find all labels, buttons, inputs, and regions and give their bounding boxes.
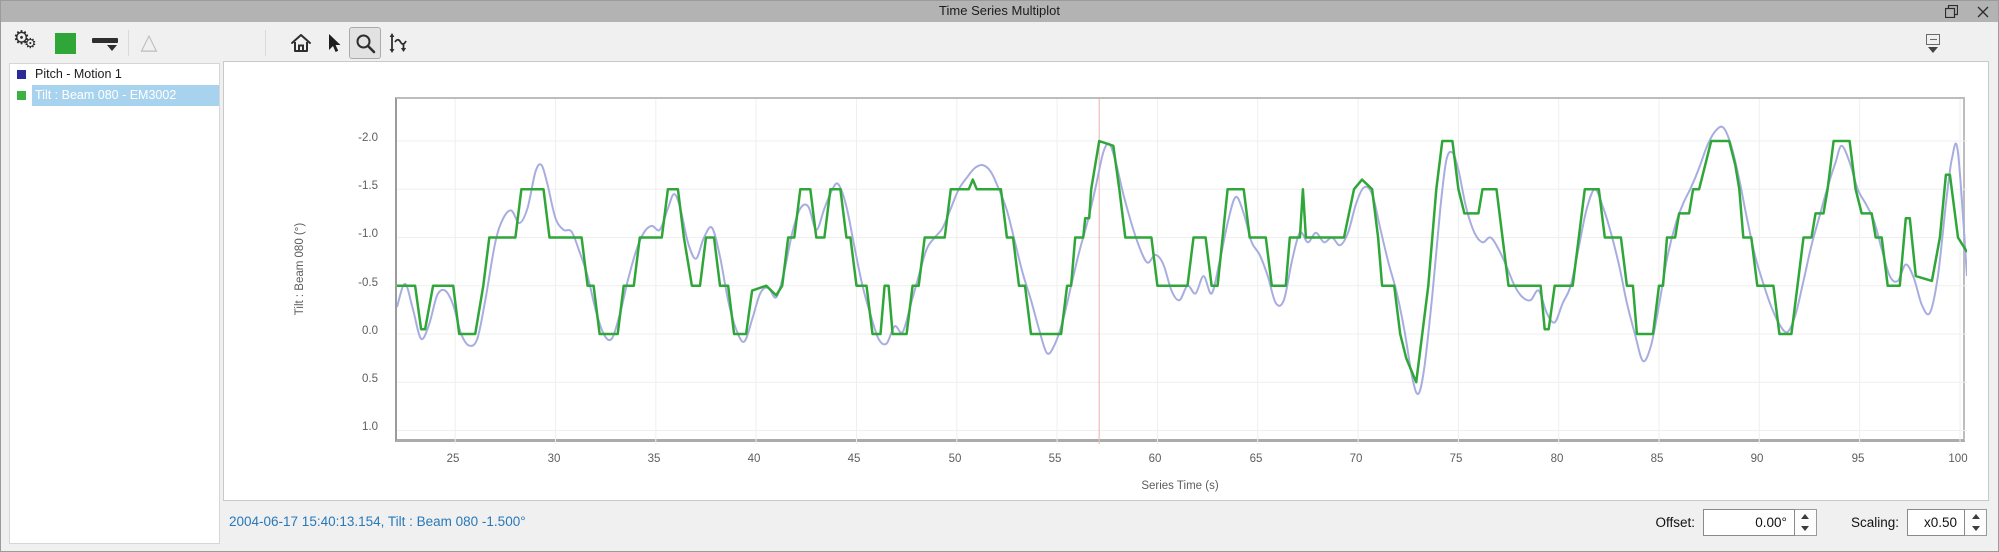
line-style-icon — [92, 33, 118, 53]
legend-item-label: Tilt : Beam 080 - EM3002 — [32, 85, 219, 106]
offset-spinner — [1794, 509, 1817, 536]
x-tick-label: 75 — [1449, 453, 1463, 465]
toolbar: ⚙ ⚙ △ — [1, 22, 1998, 62]
close-window-button[interactable] — [1974, 3, 1992, 21]
color-swatch-icon — [54, 32, 76, 54]
float-window-icon — [1944, 5, 1958, 18]
y-axis-tick-labels: -2.0 -1.5 -1.0 -0.5 0.0 0.5 1.0 — [224, 62, 384, 502]
x-tick-label: 55 — [1048, 453, 1062, 465]
x-tick-label: 30 — [547, 453, 561, 465]
x-axis-title: Series Time (s) — [1141, 480, 1219, 492]
y-tick-label: -0.5 — [358, 277, 378, 289]
y-tick-label: -2.0 — [358, 132, 378, 144]
zoom-tool-button[interactable] — [349, 27, 381, 59]
offset-spin-up-button[interactable] — [1795, 510, 1816, 523]
legend-item-tilt-beam-080[interactable]: Tilt : Beam 080 - EM3002 — [10, 85, 219, 106]
cursor-arrow-icon — [329, 34, 341, 52]
arrow-up-icon — [1971, 513, 1980, 519]
autoscale-vertical-button[interactable] — [383, 27, 415, 59]
y-tick-label: 0.5 — [362, 373, 378, 385]
legend-item-pitch[interactable]: Pitch - Motion 1 — [10, 64, 219, 85]
x-tick-label: 95 — [1851, 453, 1865, 465]
home-view-button[interactable] — [285, 27, 317, 59]
scaling-spinner — [1965, 509, 1987, 536]
x-tick-label: 80 — [1550, 453, 1564, 465]
x-tick-label: 85 — [1650, 453, 1664, 465]
panel-menu-button[interactable] — [1920, 34, 1946, 60]
series-legend-list: Pitch - Motion 1 Tilt : Beam 080 - EM300… — [9, 63, 220, 544]
chevron-down-icon — [1928, 47, 1938, 53]
line-style-button[interactable] — [89, 27, 121, 59]
footer-controls: Offset: Scaling: — [1655, 509, 1987, 536]
panel-menu-icon — [1926, 34, 1940, 45]
arrow-down-icon — [1971, 526, 1980, 532]
offset-input[interactable] — [1702, 509, 1795, 536]
arrow-down-icon — [1801, 526, 1810, 532]
home-icon — [291, 34, 311, 52]
scaling-label: Scaling: — [1850, 515, 1899, 530]
x-tick-label: 60 — [1148, 453, 1162, 465]
triangle-marker-icon: △ — [140, 30, 158, 55]
offset-spin-down-button[interactable] — [1795, 523, 1816, 536]
status-bar: 2004-06-17 15:40:13.154, Tilt : Beam 080… — [223, 504, 1989, 546]
marker-style-button[interactable]: △ — [133, 27, 165, 59]
scaling-spin-down-button[interactable] — [1965, 523, 1986, 536]
legend-item-label: Pitch - Motion 1 — [35, 67, 122, 81]
gears-icon: ⚙ ⚙ — [13, 27, 37, 52]
x-tick-label: 90 — [1750, 453, 1764, 465]
cursor-readout: 2004-06-17 15:40:13.154, Tilt : Beam 080… — [229, 514, 526, 529]
x-tick-label: 70 — [1349, 453, 1363, 465]
scaling-spin-up-button[interactable] — [1965, 510, 1986, 523]
settings-button[interactable]: ⚙ ⚙ — [11, 27, 43, 59]
y-tick-label: -1.0 — [358, 228, 378, 240]
x-tick-label: 45 — [847, 453, 861, 465]
y-tick-label: -1.5 — [358, 180, 378, 192]
x-tick-label: 40 — [747, 453, 761, 465]
x-axis-tick-labels: 25 30 35 40 45 50 55 60 65 70 75 80 85 90 95 100 — [395, 453, 1968, 469]
y-tick-label: 1.0 — [362, 421, 378, 433]
series-color-button[interactable] — [49, 27, 81, 59]
arrow-up-icon — [1801, 513, 1810, 519]
chart-panel: Tilt : Beam 080 (°) -2.0 -1.5 -1.0 -0.5 0.0 0… — [223, 61, 1989, 501]
tilt-series-swatch — [17, 91, 26, 100]
magnifier-icon — [356, 34, 375, 53]
float-window-button[interactable] — [1942, 3, 1960, 21]
close-icon — [1977, 6, 1989, 17]
plot-area[interactable] — [395, 97, 1967, 444]
toolbar-separator — [265, 30, 266, 56]
pitch-series-swatch — [17, 70, 26, 79]
toolbar-separator — [128, 30, 129, 56]
autoscale-icon — [389, 33, 407, 53]
x-tick-label: 35 — [647, 453, 661, 465]
offset-label: Offset: — [1655, 515, 1695, 530]
x-tick-label: 50 — [948, 453, 962, 465]
window-title: Time Series Multiplot — [939, 3, 1060, 18]
x-tick-label: 65 — [1249, 453, 1263, 465]
title-bar[interactable]: Time Series Multiplot — [1, 1, 1998, 22]
pointer-tool-button[interactable] — [317, 27, 349, 59]
x-tick-label: 100 — [1948, 453, 1968, 465]
x-tick-label: 25 — [446, 453, 460, 465]
y-tick-label: 0.0 — [362, 325, 378, 337]
scaling-input[interactable] — [1907, 509, 1965, 536]
